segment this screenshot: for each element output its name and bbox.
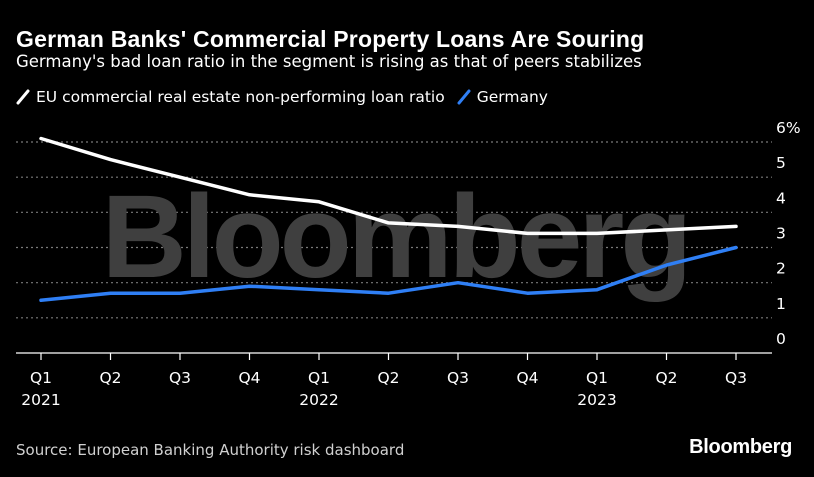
- y-tick-label: 1: [776, 295, 786, 313]
- y-tick-label: 3: [776, 225, 786, 243]
- x-year-label: 2022: [299, 391, 338, 409]
- x-tick-label: Q3: [725, 369, 747, 387]
- x-tick-label: Q3: [169, 369, 191, 387]
- series-lines: [39, 136, 738, 303]
- legend-item-germany: Germany: [457, 88, 548, 106]
- x-tick-label: Q1: [586, 369, 608, 387]
- y-tick-label: 2: [776, 260, 786, 278]
- x-tick-label: Q4: [238, 369, 260, 387]
- chart-title: German Banks' Commercial Property Loans …: [16, 26, 645, 52]
- x-tick-label: Q1: [30, 369, 52, 387]
- legend: EU commercial real estate non-performing…: [16, 88, 560, 106]
- series-line-eu: [39, 136, 738, 236]
- x-year-label: 2021: [21, 391, 60, 409]
- x-tick-label: Q2: [99, 369, 121, 387]
- legend-swatch-eu: [16, 89, 30, 105]
- series-line-germany: [39, 245, 738, 303]
- x-tick-label: Q2: [377, 369, 399, 387]
- x-tick-label: Q2: [655, 369, 677, 387]
- y-tick-label: 0: [776, 330, 786, 348]
- source-note: Source: European Banking Authority risk …: [16, 441, 405, 459]
- legend-label-germany: Germany: [476, 88, 548, 106]
- axes: 0 1 2 3 4 5 6% Q1 2021 Q2 Q3 Q4 Q1 2022 Q2 Q3 Q4 Q1 2023 Q2…: [16, 119, 801, 409]
- legend-swatch-germany: [457, 89, 471, 105]
- y-tick-label: 6%: [776, 119, 801, 137]
- bloomberg-watermark: Bloomberg: [102, 171, 689, 303]
- y-tick-label: 5: [776, 154, 786, 172]
- y-tick-label: 4: [776, 189, 786, 207]
- x-tick-label: Q4: [516, 369, 538, 387]
- bloomberg-logo: Bloomberg: [689, 436, 792, 458]
- gridlines: [16, 141, 772, 319]
- x-year-label: 2023: [577, 391, 616, 409]
- legend-item-eu: EU commercial real estate non-performing…: [16, 88, 445, 106]
- x-tick-label: Q1: [308, 369, 330, 387]
- x-tick-label: Q3: [447, 369, 469, 387]
- legend-label-eu: EU commercial real estate non-performing…: [36, 88, 445, 106]
- chart-subtitle: Germany's bad loan ratio in the segment …: [16, 52, 642, 71]
